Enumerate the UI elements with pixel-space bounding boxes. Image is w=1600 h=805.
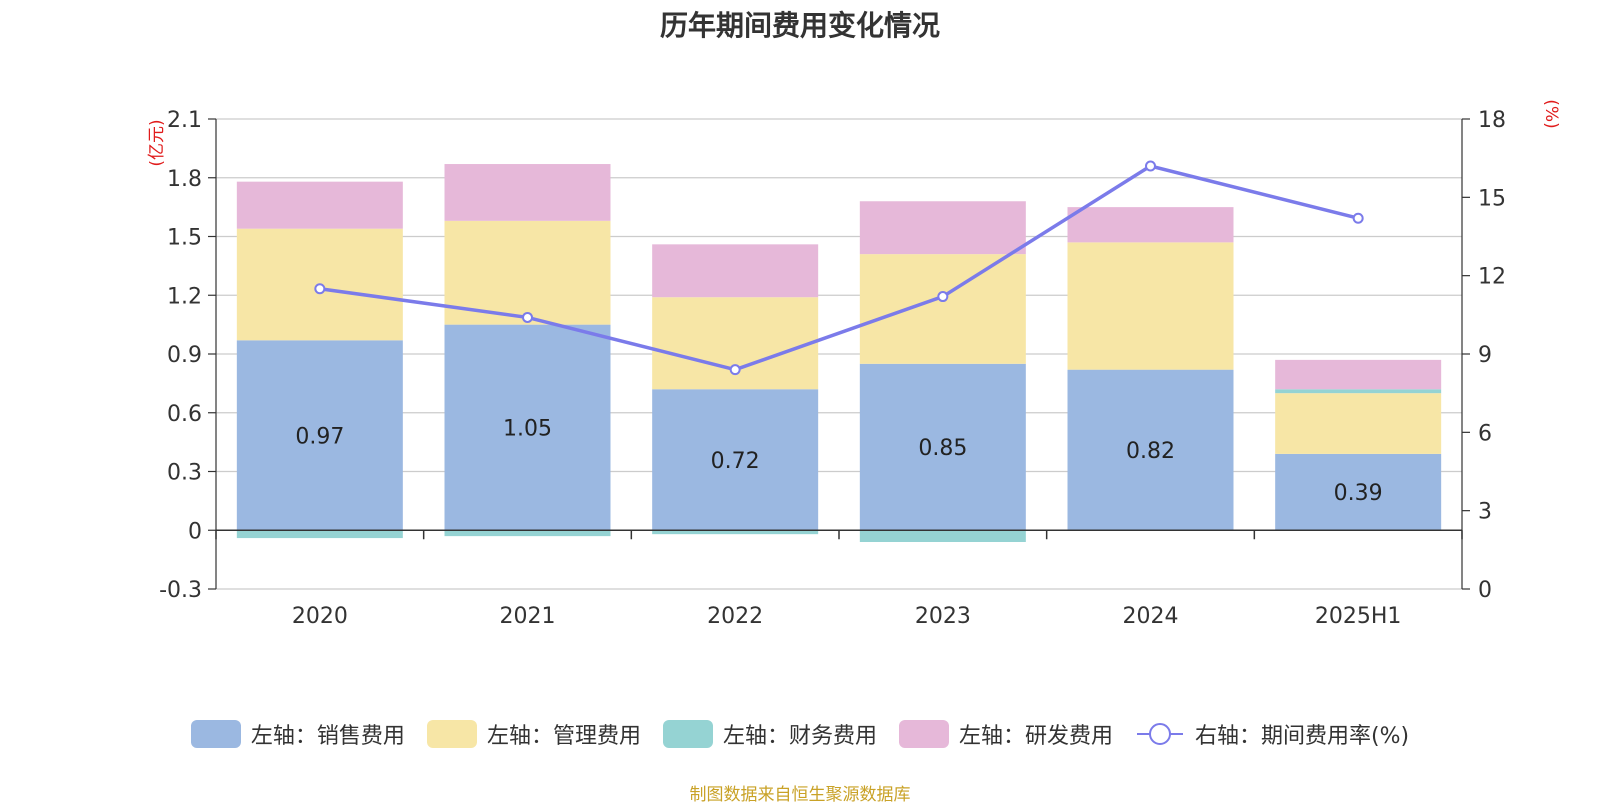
left-axis-tick-label: 1.2 bbox=[167, 284, 202, 309]
bar-segment bbox=[1067, 369, 1234, 531]
legend-label: 左轴：研发费用 bbox=[958, 724, 1113, 749]
bar-data-label: 0.97 bbox=[295, 424, 344, 449]
x-axis-category-label: 2023 bbox=[915, 604, 971, 629]
chart-canvas: -0.3 0 0.3 0.6 0.9 1.2 1.5 1.8 2.1 0 3 6 9 12 15 18 (亿元)… bbox=[147, 99, 1561, 629]
right-axis-tick-label: 15 bbox=[1478, 186, 1506, 211]
legend-label: 左轴：管理费用 bbox=[486, 724, 641, 749]
bar-segment bbox=[859, 363, 1026, 531]
x-axis-category-label: 2025H1 bbox=[1315, 604, 1402, 629]
bar-segment bbox=[652, 244, 819, 298]
bar-segment bbox=[859, 530, 1026, 542]
legend-label: 右轴：期间费用率(%) bbox=[1194, 724, 1410, 749]
expense-rate-point bbox=[937, 291, 949, 303]
bar-segment bbox=[1275, 389, 1442, 394]
bar-segment bbox=[1275, 359, 1442, 390]
legend: 左轴：销售费用 左轴：管理费用 左轴：财务费用 左轴：研发费用 右轴：期间费用率(%) bbox=[0, 718, 1600, 750]
left-axis-tick-label: 1.5 bbox=[167, 226, 202, 251]
x-axis-category-label: 2024 bbox=[1123, 604, 1179, 629]
bar-segment bbox=[1067, 207, 1234, 243]
left-axis-tick-label: 0.6 bbox=[167, 402, 202, 427]
left-axis-tick-label: 0.3 bbox=[167, 461, 202, 486]
left-axis-tick-label: 0 bbox=[188, 519, 202, 544]
bar-segment bbox=[652, 297, 819, 390]
left-axis-tick-label: -0.3 bbox=[159, 578, 202, 603]
bar-segment bbox=[859, 201, 1026, 255]
legend-swatch bbox=[898, 720, 949, 748]
bar-data-label: 0.85 bbox=[918, 436, 967, 461]
bar-segment bbox=[1275, 393, 1442, 454]
expense-rate-point bbox=[1145, 160, 1156, 172]
right-axis-tick-label: 6 bbox=[1478, 421, 1492, 446]
bar-segment bbox=[236, 181, 403, 229]
legend-item[interactable]: 左轴：管理费用 bbox=[426, 718, 641, 750]
x-axis-category-label: 2020 bbox=[292, 604, 348, 629]
bar-segment bbox=[236, 530, 403, 539]
legend-label: 左轴：销售费用 bbox=[250, 724, 405, 749]
legend-swatch bbox=[190, 720, 241, 748]
source-note: 制图数据来自恒生聚源数据库 bbox=[689, 785, 911, 805]
expense-rate-line bbox=[319, 164, 1359, 372]
left-axis-tick-label: 1.8 bbox=[167, 167, 202, 192]
right-axis-tick-label: 0 bbox=[1478, 578, 1492, 603]
bar-segment bbox=[1067, 242, 1234, 370]
bar-data-label: 1.05 bbox=[503, 416, 552, 441]
legend-swatch bbox=[662, 720, 713, 748]
right-axis-tick-label: 3 bbox=[1478, 500, 1492, 525]
expense-rate-point bbox=[729, 364, 741, 376]
chart-title: 历年期间费用变化情况 bbox=[659, 9, 940, 42]
bar-segment bbox=[236, 340, 403, 531]
right-axis-tick-label: 12 bbox=[1478, 265, 1506, 290]
bar-segment bbox=[444, 220, 611, 325]
legend-item[interactable]: 左轴：财务费用 bbox=[662, 718, 877, 750]
right-axis-tick-label: 18 bbox=[1478, 108, 1506, 133]
expense-rate-point bbox=[1352, 212, 1364, 224]
legend-item[interactable]: 右轴：期间费用率(%) bbox=[1135, 718, 1409, 750]
right-axis-tick-label: 9 bbox=[1478, 343, 1492, 368]
legend-item[interactable]: 左轴：研发费用 bbox=[898, 718, 1113, 750]
left-axis-tick-label: 2.1 bbox=[167, 108, 202, 133]
legend-label: 左轴：财务费用 bbox=[722, 724, 877, 749]
legend-swatch bbox=[426, 720, 477, 748]
x-axis-category-label: 2021 bbox=[500, 604, 556, 629]
left-axis-unit-label: (亿元) bbox=[147, 119, 167, 166]
legend-item[interactable]: 左轴：销售费用 bbox=[190, 718, 405, 750]
right-axis-unit-label: (%) bbox=[1541, 99, 1561, 128]
expense-rate-point bbox=[314, 283, 326, 295]
x-axis-category-label: 2022 bbox=[707, 604, 763, 629]
bar-data-label: 0.82 bbox=[1126, 439, 1175, 464]
bar-segment bbox=[859, 254, 1026, 364]
bar-data-label: 0.72 bbox=[711, 449, 760, 474]
bar-segment bbox=[444, 164, 611, 221]
left-axis-tick-label: 0.9 bbox=[167, 343, 202, 368]
legend-line-swatch-icon bbox=[1136, 723, 1183, 745]
bar-segment bbox=[652, 389, 819, 531]
bar-data-label: 0.39 bbox=[1334, 481, 1383, 506]
expense-rate-point bbox=[522, 311, 533, 323]
bar-segment bbox=[444, 530, 611, 537]
bar-segment bbox=[444, 324, 611, 531]
bar-segment bbox=[1275, 453, 1442, 531]
bar-segment bbox=[652, 530, 819, 535]
